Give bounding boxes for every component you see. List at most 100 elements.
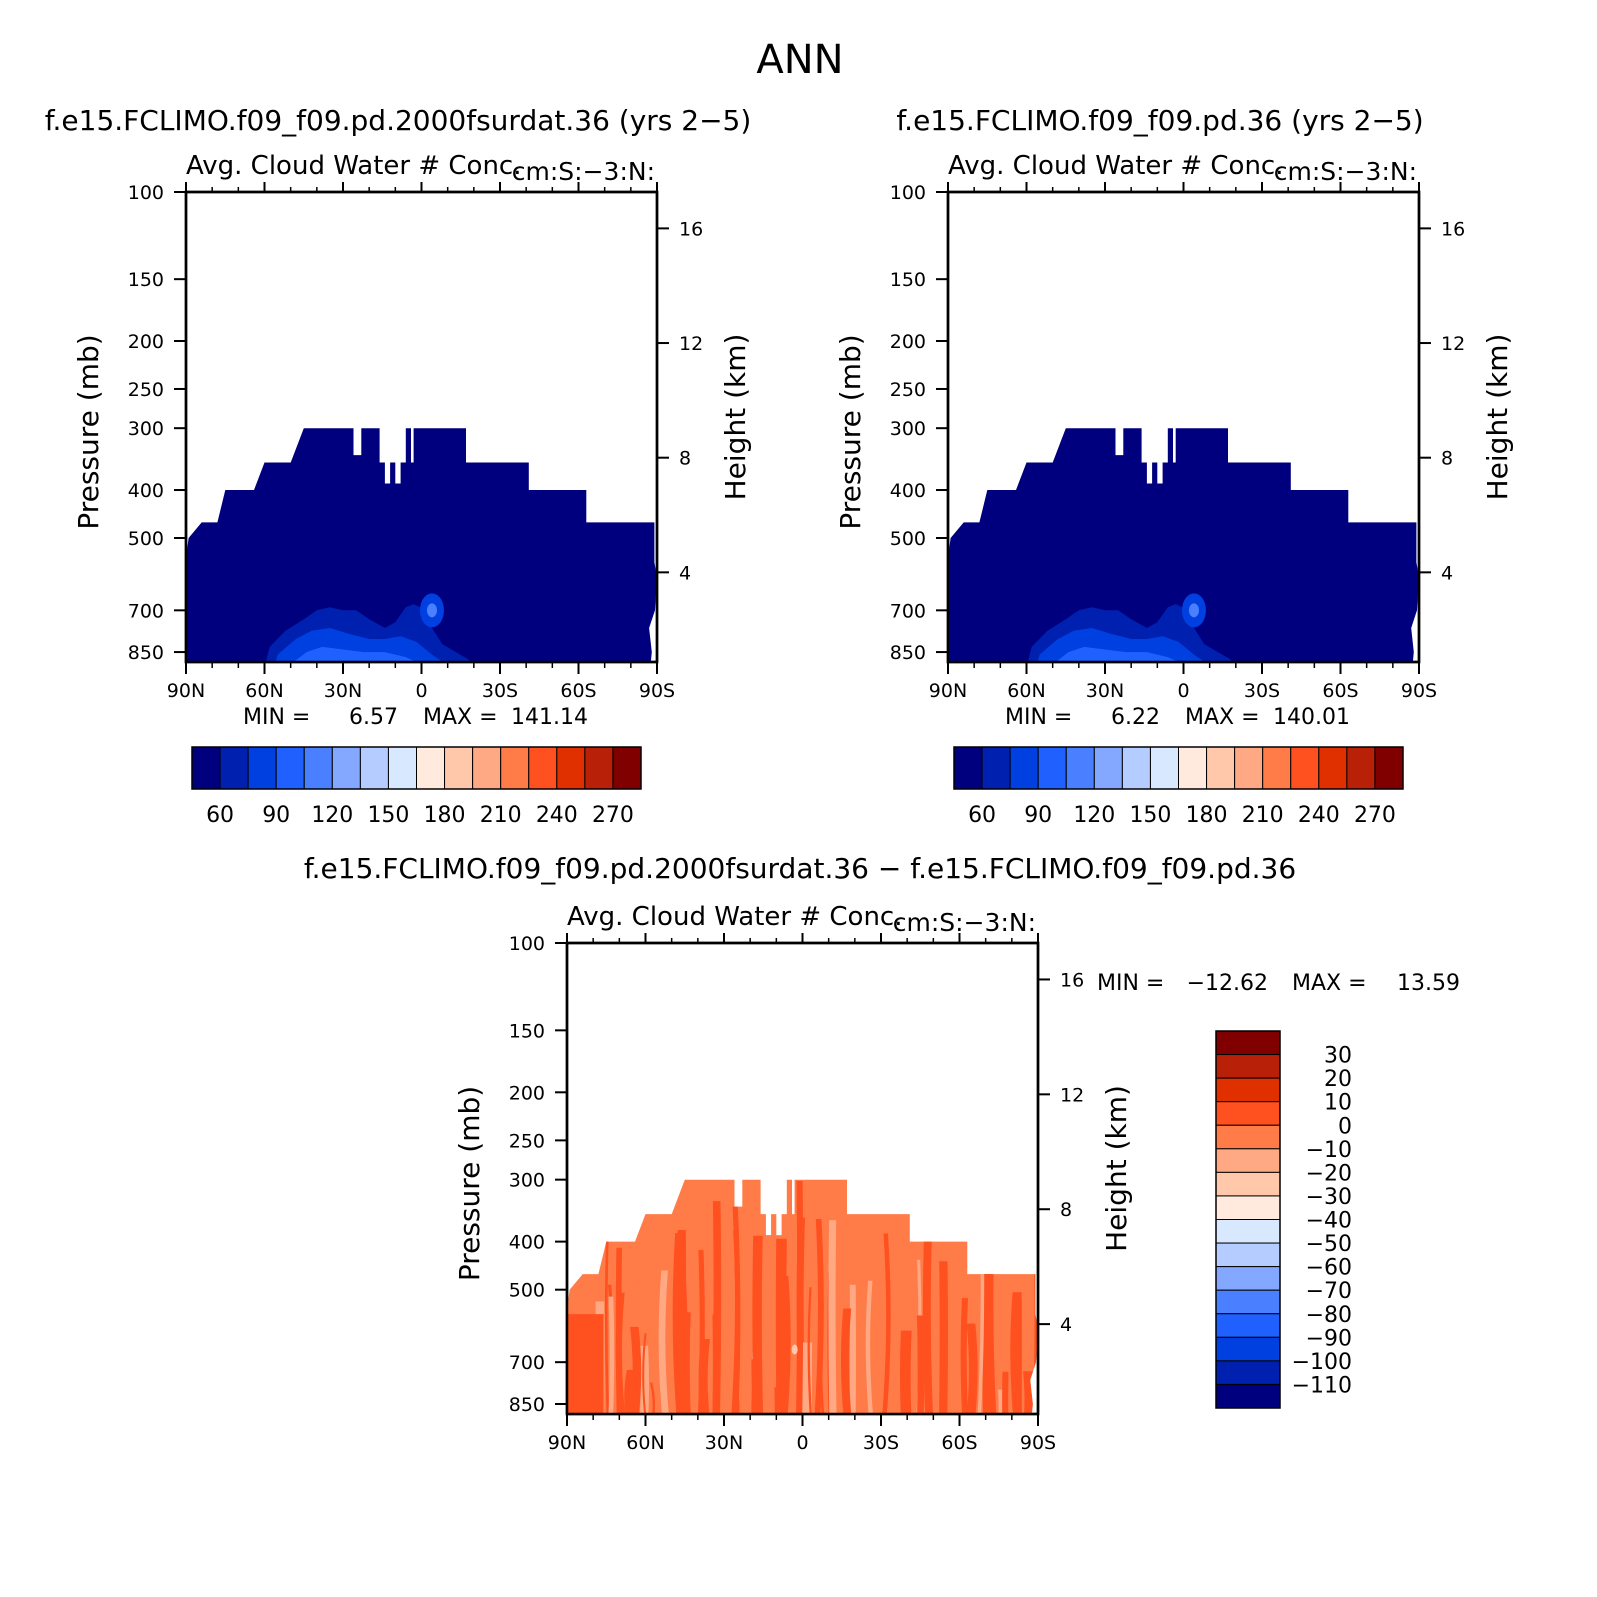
max-label: MAX = [1292,971,1367,996]
right-tick-label: 4 [1060,1314,1072,1336]
y-tick-label: 850 [128,642,164,664]
field-streak [658,1270,672,1414]
y-axis-label: Pressure (mb) [834,334,867,529]
right-tick-label: 4 [1441,562,1453,584]
y-axis-label-right: Height (km) [1481,334,1514,501]
plot-title: Avg. Cloud Water # Conc. [567,902,903,932]
colorbar-label: −30 [1306,1185,1352,1210]
y-tick-label: 400 [128,480,164,502]
y-axis-label-right: Height (km) [719,334,752,501]
x-tick-label: 0 [415,680,427,702]
field-streak [1002,1371,1009,1414]
y-tick-label: 400 [509,1232,545,1254]
plot-title: Avg. Cloud Water # Conc. [948,151,1284,181]
x-tick-label: 60S [1322,680,1358,702]
colorbar-swatch [1234,746,1264,790]
x-tick-label: 30N [1086,680,1124,702]
y-tick-label: 300 [509,1170,545,1192]
page-title: ANN [756,37,843,83]
y-tick-label: 150 [509,1020,545,1042]
field-streak [730,1230,741,1414]
field-streak [849,1284,856,1414]
colorbar-frame [1215,1030,1281,1409]
right-tick-label: 8 [679,448,691,470]
colorbar: 60 90 120 150 180 210 240 270 [191,746,642,828]
min-value: 6.22 [1111,705,1160,730]
field-speck [791,1344,798,1355]
plot-title: Avg. Cloud Water # Conc. [186,151,522,181]
field-streak [642,1333,650,1414]
field-streak [626,1326,642,1414]
field-streak [646,1382,656,1414]
colorbar-swatch [1215,1289,1281,1315]
panel-1-case-title: f.e15.FCLIMO.f09_f09.pd.2000fsurdat.36 (… [45,104,752,137]
y-tick-label: 850 [509,1394,545,1416]
colorbar-label: 210 [480,803,522,828]
colorbar-swatch [1215,1242,1281,1268]
colorbar-swatch [416,746,446,790]
y-tick-label: 200 [509,1082,545,1104]
panel-2-case-title: f.e15.FCLIMO.f09_f09.pd.36 (yrs 2−5) [896,104,1423,137]
max-value: 141.14 [511,705,588,730]
y-tick-label: 300 [890,418,926,440]
x-tick-label: 30N [705,1432,743,1454]
x-tick-label: 30S [863,1432,899,1454]
max-value: 13.59 [1397,971,1460,996]
field-streak [819,1302,827,1414]
x-tick-label: 90S [1401,680,1437,702]
field-streak [807,1287,814,1414]
y-tick-label: 200 [128,331,164,353]
colorbar-label: 120 [1073,803,1115,828]
x-tick-label: 60S [941,1432,977,1454]
y-tick-label: 500 [890,528,926,550]
colorbar-frame [191,746,642,790]
colorbar-swatch [1290,746,1320,790]
panel-3-case-title: f.e15.FCLIMO.f09_f09.pd.2000fsurdat.36 −… [304,852,1296,885]
colorbar-swatch [1215,1266,1281,1291]
colorbar-swatch [1065,746,1095,790]
colorbar-swatch [387,746,417,790]
field-streak [828,1220,837,1414]
max-value: 140.01 [1273,705,1350,730]
colorbar-swatch [556,746,586,790]
y-axis-label: Pressure (mb) [453,1086,486,1281]
field-streak [840,1308,854,1414]
y-tick-label: 500 [128,528,164,550]
colorbar-label: −100 [1292,1350,1352,1375]
colorbar-label: −10 [1306,1138,1352,1163]
colorbar-label: 90 [1024,803,1052,828]
colorbar-label: 180 [1186,803,1228,828]
x-tick-label: 60N [626,1432,664,1454]
colorbar-swatch [1215,1383,1281,1409]
colorbar-label: −110 [1292,1373,1352,1398]
y-tick-label: 700 [890,600,926,622]
field-band [567,1314,604,1414]
x-tick-label: 0 [1177,680,1189,702]
field-streak [684,1312,692,1414]
colorbar-label: 180 [424,803,466,828]
x-tick-label: 90N [167,680,205,702]
y-tick-label: 100 [890,182,926,204]
colorbar-swatch [981,746,1011,790]
y-tick-label: 250 [128,379,164,401]
colorbar-swatch [275,746,305,790]
right-tick-label: 16 [679,218,703,240]
colorbar-swatch [303,746,333,790]
colorbar-swatch [1262,746,1292,790]
colorbar-swatch [472,746,502,790]
colorbar-swatch [612,746,642,790]
colorbar-swatch [1178,746,1208,790]
colorbar-swatch [584,746,614,790]
colorbar-label: 30 [1324,1044,1352,1069]
colorbar-label: 270 [1354,803,1396,828]
field [567,1179,1038,1414]
colorbar-swatch [219,746,249,790]
colorbar-swatch [1215,1101,1281,1126]
field-blob-core [426,603,437,618]
colorbar-swatch [1093,746,1123,790]
min-label: MIN = [243,705,310,730]
min-label: MIN = [1097,971,1164,996]
plot-frame-top [184,190,659,664]
